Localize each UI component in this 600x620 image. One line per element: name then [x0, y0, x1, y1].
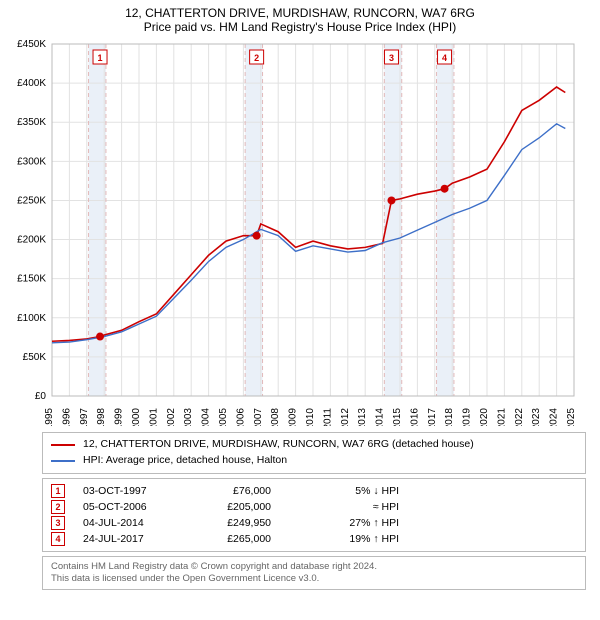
sale-marker: 4 — [51, 532, 65, 546]
sale-row: 4 24-JUL-2017 £265,000 19% ↑ HPI — [51, 531, 577, 547]
svg-text:£200K: £200K — [17, 235, 46, 246]
legend-swatch — [51, 460, 75, 462]
legend: 12, CHATTERTON DRIVE, MURDISHAW, RUNCORN… — [42, 432, 586, 474]
svg-text:£100K: £100K — [17, 313, 46, 324]
sale-date: 03-OCT-1997 — [83, 485, 178, 497]
sale-row: 1 03-OCT-1997 £76,000 5% ↓ HPI — [51, 483, 577, 499]
svg-text:2012: 2012 — [340, 408, 351, 426]
svg-text:1: 1 — [98, 53, 103, 63]
chart-container: 12, CHATTERTON DRIVE, MURDISHAW, RUNCORN… — [0, 0, 600, 620]
svg-text:2007: 2007 — [253, 408, 264, 426]
svg-text:2019: 2019 — [462, 408, 473, 426]
svg-text:1998: 1998 — [96, 408, 107, 426]
svg-text:2005: 2005 — [218, 408, 229, 426]
svg-text:2000: 2000 — [131, 408, 142, 426]
title-subtitle: Price paid vs. HM Land Registry's House … — [0, 20, 600, 34]
sale-price: £76,000 — [196, 485, 271, 497]
title-block: 12, CHATTERTON DRIVE, MURDISHAW, RUNCORN… — [0, 0, 600, 36]
svg-text:2015: 2015 — [392, 408, 403, 426]
sale-vs-hpi: 19% ↑ HPI — [289, 533, 399, 545]
legend-label: HPI: Average price, detached house, Halt… — [83, 453, 287, 469]
svg-text:2004: 2004 — [201, 408, 212, 426]
svg-text:2025: 2025 — [566, 408, 577, 426]
svg-text:2017: 2017 — [427, 408, 438, 426]
sale-marker: 2 — [51, 500, 65, 514]
footer-line: This data is licensed under the Open Gov… — [51, 573, 577, 585]
svg-text:2: 2 — [254, 53, 259, 63]
svg-text:2009: 2009 — [288, 408, 299, 426]
svg-text:2021: 2021 — [496, 408, 507, 426]
svg-text:3: 3 — [389, 53, 394, 63]
svg-text:2002: 2002 — [166, 408, 177, 426]
svg-text:4: 4 — [442, 53, 447, 63]
sale-vs-hpi: ≈ HPI — [289, 501, 399, 513]
svg-text:2001: 2001 — [148, 408, 159, 426]
sale-marker: 1 — [51, 484, 65, 498]
svg-text:2013: 2013 — [357, 408, 368, 426]
svg-text:2010: 2010 — [305, 408, 316, 426]
footer-line: Contains HM Land Registry data © Crown c… — [51, 561, 577, 573]
sale-vs-hpi: 27% ↑ HPI — [289, 517, 399, 529]
svg-text:£250K: £250K — [17, 195, 46, 206]
svg-text:2003: 2003 — [183, 408, 194, 426]
chart-area: £0 £50K £100K £150K £200K £250K £300K £350K £400… — [8, 36, 586, 426]
footer-attribution: Contains HM Land Registry data © Crown c… — [42, 556, 586, 591]
title-address: 12, CHATTERTON DRIVE, MURDISHAW, RUNCORN… — [0, 6, 600, 20]
sale-date: 24-JUL-2017 — [83, 533, 178, 545]
sales-table: 1 03-OCT-1997 £76,000 5% ↓ HPI 2 05-OCT-2006 £… — [42, 478, 586, 552]
svg-text:1997: 1997 — [79, 408, 90, 426]
svg-text:2022: 2022 — [514, 408, 525, 426]
svg-text:2018: 2018 — [444, 408, 455, 426]
svg-text:1999: 1999 — [114, 408, 125, 426]
svg-text:2006: 2006 — [235, 408, 246, 426]
svg-text:1996: 1996 — [61, 408, 72, 426]
sale-price: £265,000 — [196, 533, 271, 545]
sale-row: 3 04-JUL-2014 £249,950 27% ↑ HPI — [51, 515, 577, 531]
sale-date: 04-JUL-2014 — [83, 517, 178, 529]
svg-text:2023: 2023 — [531, 408, 542, 426]
legend-swatch — [51, 444, 75, 446]
sale-price: £249,950 — [196, 517, 271, 529]
svg-text:£150K: £150K — [17, 274, 46, 285]
svg-text:£400K: £400K — [17, 78, 46, 89]
svg-text:2014: 2014 — [375, 408, 386, 426]
legend-item-property: 12, CHATTERTON DRIVE, MURDISHAW, RUNCORN… — [51, 437, 577, 453]
sale-marker: 3 — [51, 516, 65, 530]
legend-item-hpi: HPI: Average price, detached house, Halt… — [51, 453, 577, 469]
svg-text:£50K: £50K — [23, 352, 47, 363]
svg-text:2024: 2024 — [549, 408, 560, 426]
sale-vs-hpi: 5% ↓ HPI — [289, 485, 399, 497]
svg-text:£300K: £300K — [17, 156, 46, 167]
sale-row: 2 05-OCT-2006 £205,000 ≈ HPI — [51, 499, 577, 515]
svg-text:£0: £0 — [35, 391, 47, 402]
svg-text:2008: 2008 — [270, 408, 281, 426]
svg-text:1995: 1995 — [44, 408, 55, 426]
sale-price: £205,000 — [196, 501, 271, 513]
line-chart-svg: £0 £50K £100K £150K £200K £250K £300K £350K £400… — [8, 36, 586, 426]
svg-text:2020: 2020 — [479, 408, 490, 426]
svg-text:£450K: £450K — [17, 39, 46, 50]
svg-text:2016: 2016 — [409, 408, 420, 426]
svg-text:£350K: £350K — [17, 117, 46, 128]
svg-text:2011: 2011 — [322, 408, 333, 426]
legend-label: 12, CHATTERTON DRIVE, MURDISHAW, RUNCORN… — [83, 437, 474, 453]
sale-date: 05-OCT-2006 — [83, 501, 178, 513]
